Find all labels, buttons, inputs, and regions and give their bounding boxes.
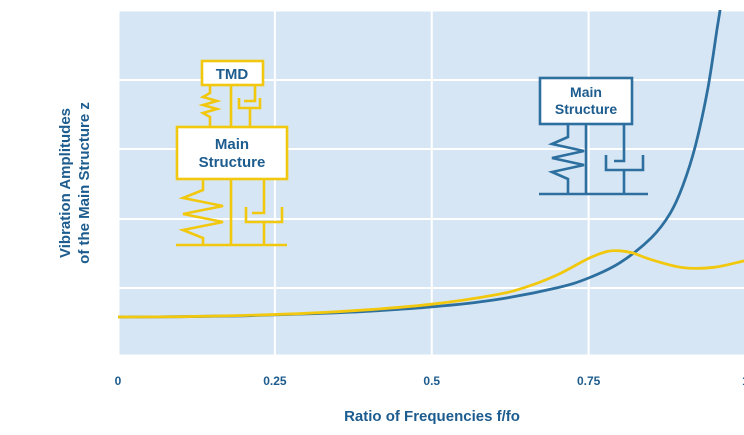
tmd-system-diagram [175,59,289,247]
tmd-spring-icon [198,85,222,127]
main-label-yellow-2: Structure [199,154,266,171]
curve-with-tmd [118,249,744,319]
main-damper-rod-blue [614,124,626,163]
y-axis-title-line2: of the Main Structure z [76,102,93,264]
main-damper-rod-yellow [252,179,266,215]
main-structure-box-yellow [175,125,289,181]
tmd-label: TMD [216,66,249,83]
main-label-blue-2: Structure [555,101,617,117]
x-tick-labels: 00.250.50.7511.251.51.75 [115,374,744,388]
x-tick-label: 0.25 [263,374,287,388]
main-label-blue-1: Main [570,84,602,100]
y-axis-title-line1: Vibration Amplitudes [57,108,74,258]
main-spring-icon-yellow [178,179,224,245]
x-tick-label: 0.75 [577,374,601,388]
main-spring-icon-blue [547,124,585,194]
x-axis-title: Ratio of Frequencies f/fo [344,408,520,425]
main-system-diagram [538,76,648,196]
tmd-damper-rod [244,85,257,103]
x-tick-label: 0.5 [423,374,440,388]
main-label-yellow-1: Main [215,136,249,153]
grid-lines [116,8,744,358]
series-group [118,10,744,319]
main-structure-box-blue [538,76,634,126]
x-tick-label: 1 [742,374,744,388]
tmd-box [200,59,265,87]
x-tick-label: 0 [115,374,122,388]
